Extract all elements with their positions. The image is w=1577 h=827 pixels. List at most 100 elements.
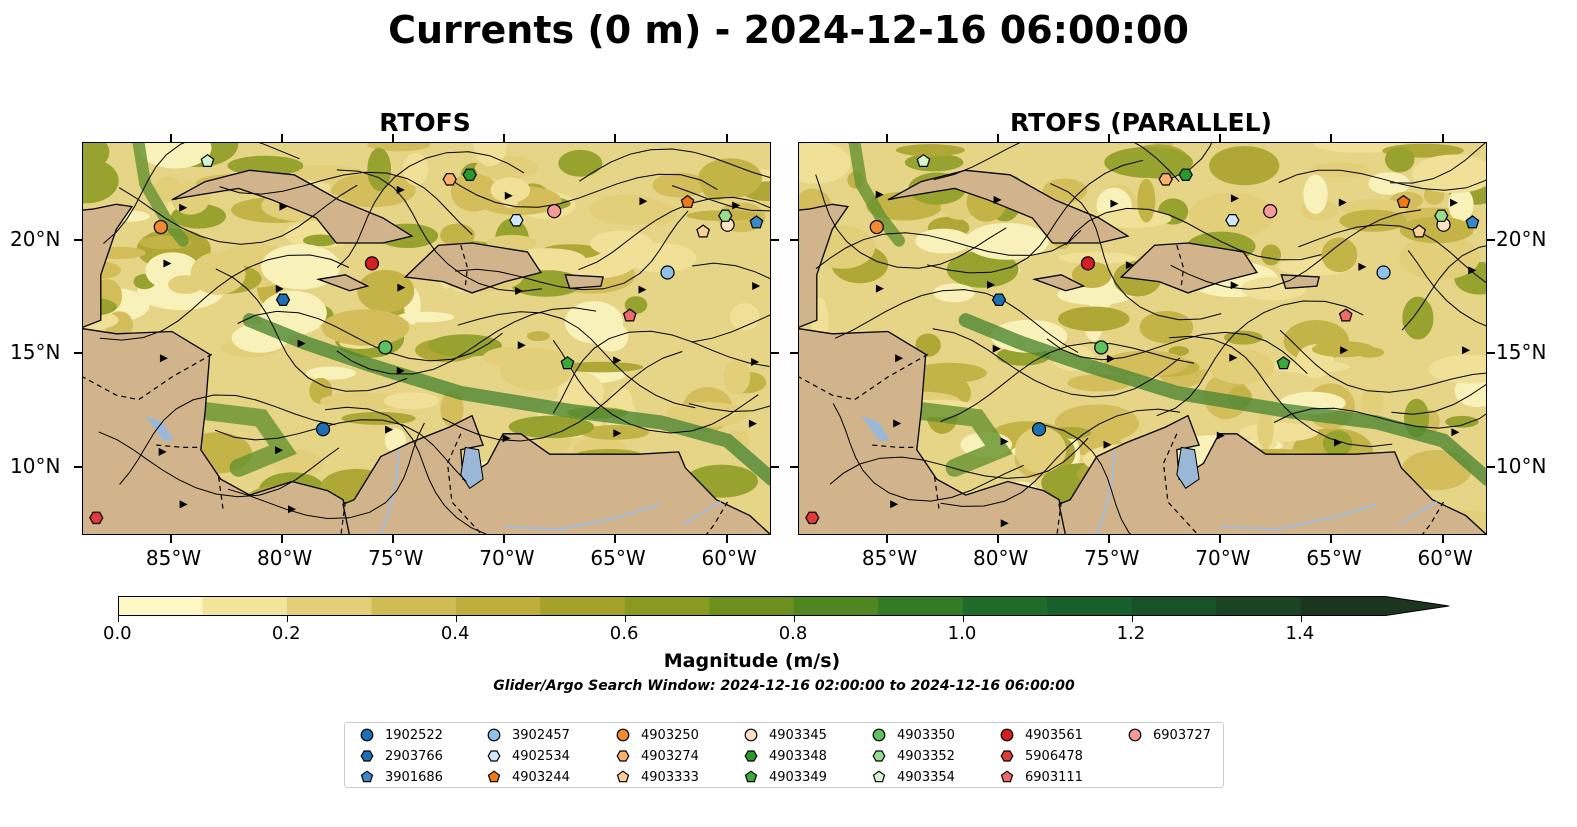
legend-item-4903561: 4903561 xyxy=(999,726,1083,744)
streamline xyxy=(829,437,1089,485)
legend-label: 6903727 xyxy=(1153,727,1211,743)
legend-label: 4903348 xyxy=(769,748,827,764)
y-tick-mark xyxy=(1487,238,1495,241)
x-tick-mark xyxy=(503,535,506,543)
map-canvas xyxy=(83,143,770,534)
streamline-arrow xyxy=(297,339,306,348)
streamline-arrow xyxy=(752,282,761,291)
streamline xyxy=(1407,250,1486,327)
float-marker-4903354 xyxy=(916,153,931,167)
x-tick-mark xyxy=(1108,535,1111,543)
river xyxy=(505,503,662,531)
circle-marker-icon xyxy=(616,728,630,742)
colorbar-tick-mark xyxy=(118,616,119,622)
legend-item-6903727: 6903727 xyxy=(1127,726,1211,744)
streamline xyxy=(99,254,350,341)
colorbar-segment xyxy=(540,596,626,616)
river xyxy=(1398,501,1438,526)
lake-nicaragua xyxy=(861,415,891,441)
streamline-arrow xyxy=(1230,194,1239,203)
land-hispaniola xyxy=(1119,242,1258,294)
streamline xyxy=(1156,300,1364,417)
float-marker-2903766 xyxy=(275,293,291,306)
legend-item-4903250: 4903250 xyxy=(615,726,699,744)
streamline xyxy=(1391,384,1486,415)
x-tick-label: 70°W xyxy=(479,546,535,570)
x-tick-mark xyxy=(614,134,617,142)
circle-marker-icon xyxy=(872,728,886,742)
streamline xyxy=(940,408,1181,507)
streamline-arrow xyxy=(1125,261,1134,270)
lake-nicaragua xyxy=(145,415,175,441)
y-tick-mark xyxy=(771,352,779,355)
streamline-arrow xyxy=(1340,346,1349,355)
x-tick-mark xyxy=(885,535,888,543)
x-tick-mark xyxy=(614,535,617,543)
float-marker-4903348 xyxy=(462,168,477,182)
x-tick-mark xyxy=(1108,134,1111,142)
x-tick-mark xyxy=(392,134,395,142)
x-tick-mark xyxy=(1330,134,1333,142)
float-marker-4903561 xyxy=(364,256,380,271)
legend-label: 4903345 xyxy=(769,727,827,743)
float-markers xyxy=(805,153,1480,525)
streamline xyxy=(933,143,1180,182)
streamline xyxy=(444,173,718,208)
y-tick-mark xyxy=(74,238,82,241)
streamline-arrow xyxy=(1451,428,1460,437)
streamline xyxy=(552,340,759,434)
streamline-arrow xyxy=(1230,281,1239,290)
pentagon-marker-icon xyxy=(487,770,501,783)
streamline-arrow xyxy=(515,287,524,296)
y-tick-mark xyxy=(771,238,779,241)
streamline-arrow xyxy=(159,354,168,363)
colorbar-label: Magnitude (m/s) xyxy=(663,650,841,672)
country-border xyxy=(446,433,483,534)
legend-label: 4903561 xyxy=(1025,727,1083,743)
x-tick-mark xyxy=(1441,134,1444,142)
colorbar-tick-mark xyxy=(962,616,964,622)
x-tick-mark xyxy=(281,535,284,543)
streamline xyxy=(119,394,336,485)
streamline xyxy=(692,262,770,280)
streamline xyxy=(1043,424,1132,534)
legend-item-4903354: 4903354 xyxy=(871,768,955,786)
legend-label: 3902457 xyxy=(512,727,570,743)
y-tick-label-left: 20°N xyxy=(10,226,61,251)
streamline xyxy=(940,342,1195,422)
land-south-america xyxy=(342,414,770,534)
river xyxy=(1096,449,1116,534)
x-tick-label: 70°W xyxy=(1195,546,1251,570)
streamline xyxy=(579,148,770,182)
current-band xyxy=(196,402,297,477)
colorbar-tick-mark xyxy=(793,616,795,622)
legend-item-4903349: 4903349 xyxy=(743,768,827,786)
legend-item-2903766: 2903766 xyxy=(359,747,443,765)
streamline xyxy=(552,330,770,414)
x-tick-mark xyxy=(997,535,1000,543)
streamline-arrow xyxy=(517,341,526,350)
colorbar-segment xyxy=(118,596,204,616)
hexagon-marker-icon xyxy=(616,750,630,762)
legend-label: 6903111 xyxy=(1025,769,1083,785)
y-tick-mark xyxy=(74,465,82,468)
float-marker-4903350 xyxy=(1094,340,1109,355)
x-tick-mark xyxy=(1219,535,1222,543)
streamline xyxy=(103,143,300,244)
streamline xyxy=(926,159,1144,274)
legend-item-5906478: 5906478 xyxy=(999,747,1083,765)
legend-item-4903345: 4903345 xyxy=(743,726,827,744)
streamline-arrow xyxy=(163,259,172,268)
float-marker-2903766 xyxy=(991,293,1007,306)
streamline xyxy=(815,174,1007,269)
y-tick-mark xyxy=(74,352,82,355)
y-tick-mark xyxy=(1487,352,1495,355)
legend-label: 4903274 xyxy=(641,748,699,764)
streamline xyxy=(237,310,503,362)
colorbar xyxy=(118,596,1450,616)
legend-label: 1902522 xyxy=(385,727,443,743)
streamline xyxy=(215,268,408,392)
colorbar-tick-mark xyxy=(1131,616,1133,622)
map-canvas xyxy=(799,143,1486,534)
x-tick-label: 85°W xyxy=(861,546,918,570)
